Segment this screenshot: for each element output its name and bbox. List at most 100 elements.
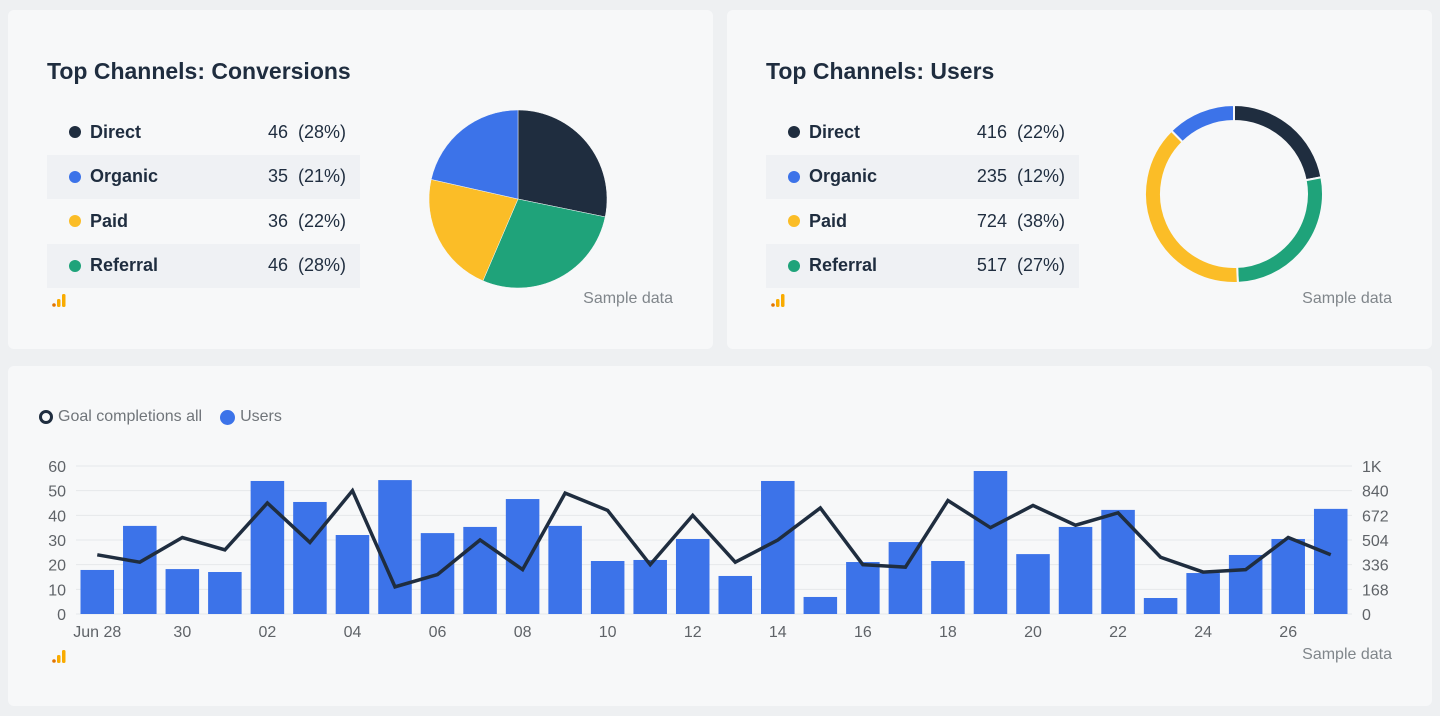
x-axis-tick: 18 — [939, 624, 957, 641]
right-axis-tick: 1K — [1362, 459, 1382, 476]
conversions-pie-chart — [428, 109, 608, 289]
users-bar[interactable] — [931, 560, 965, 614]
x-axis-tick: 04 — [344, 624, 362, 641]
users-bar[interactable] — [208, 572, 242, 614]
users-bar[interactable] — [80, 569, 115, 614]
row-label: Referral — [90, 255, 159, 276]
users-bar[interactable] — [548, 525, 582, 614]
row-value: 724 (38%) — [976, 210, 1065, 231]
direct-dot-icon — [69, 126, 81, 139]
slice-referral[interactable] — [1236, 176, 1324, 284]
slice-paid[interactable] — [428, 179, 519, 282]
users-bar[interactable] — [293, 501, 327, 614]
left-axis-tick: 60 — [48, 459, 66, 476]
slice-direct[interactable] — [517, 109, 608, 218]
row-label: Paid — [90, 210, 129, 231]
organic-dot-icon — [788, 170, 800, 183]
paid-dot-icon — [788, 215, 800, 228]
referral-dot-icon — [69, 259, 81, 272]
analytics-bar-icon — [52, 650, 66, 663]
legend-row-direct: Direct 46 (28%) — [47, 110, 360, 155]
row-value: 517 (27%) — [976, 255, 1065, 276]
users-bar[interactable] — [165, 569, 200, 614]
right-axis-tick: 336 — [1362, 558, 1389, 575]
slice-paid[interactable] — [1144, 129, 1239, 284]
legend-row-referral: Referral 517 (27%) — [766, 243, 1079, 288]
users-card: Top Channels: Users Direct 416 (22%) Orga… — [727, 10, 1432, 349]
row-value: 416 (22%) — [976, 121, 1065, 142]
users-bar[interactable] — [1271, 538, 1305, 614]
users-legend: Direct 416 (22%) Organic 235 (12%) Paid 724… — [766, 110, 1079, 288]
x-axis-tick: Jun 28 — [73, 624, 121, 641]
legend-row-organic: Organic 235 (12%) — [766, 154, 1079, 199]
timeseries-card — [8, 366, 1432, 706]
users-bar[interactable] — [123, 525, 157, 614]
x-axis-tick: 10 — [599, 624, 617, 641]
left-axis-tick: 50 — [48, 484, 66, 501]
right-axis-tick: 840 — [1362, 484, 1389, 501]
users-bar[interactable] — [590, 560, 625, 614]
card-title: Top Channels: Conversions — [47, 58, 351, 84]
left-axis-tick: 10 — [48, 582, 66, 599]
legend-goal-completions[interactable]: Goal completions all — [58, 408, 203, 425]
users-bar[interactable] — [803, 596, 838, 614]
users-bar[interactable] — [633, 559, 667, 614]
x-axis-tick: 22 — [1109, 624, 1127, 641]
users-bar[interactable] — [846, 562, 880, 614]
row-value: 46 (28%) — [267, 121, 346, 142]
users-bar[interactable] — [1143, 597, 1178, 614]
x-axis-tick: 14 — [769, 624, 787, 641]
conversions-card: Top Channels: Conversions Direct 46 (28%)… — [8, 10, 713, 349]
row-value: 35 (21%) — [267, 166, 346, 187]
left-axis-tick: 20 — [48, 558, 66, 575]
users-bar[interactable] — [1228, 554, 1263, 614]
goal-completions-legend-icon — [39, 410, 53, 424]
legend-row-direct: Direct 416 (22%) — [766, 110, 1079, 155]
x-axis-tick: 08 — [514, 624, 532, 641]
left-axis-tick: 30 — [48, 533, 66, 550]
legend-users[interactable]: Users — [240, 408, 282, 425]
organic-dot-icon — [69, 170, 81, 183]
legend-row-organic: Organic 35 (21%) — [47, 154, 360, 199]
users-bar[interactable] — [378, 480, 412, 614]
users-legend-icon — [220, 409, 236, 425]
users-goal-combo-chart: 0 0 10 168 20 336 30 504 40 672 50 840 60 1K Jun 28 30 0… — [48, 459, 1389, 641]
slice-organic[interactable] — [430, 109, 519, 200]
right-axis-tick: 0 — [1362, 607, 1371, 624]
users-bar[interactable] — [718, 575, 753, 614]
legend-row-paid: Paid 724 (38%) — [766, 199, 1079, 244]
analytics-bar-icon — [52, 294, 66, 307]
users-bar[interactable] — [1101, 509, 1135, 614]
row-label: Paid — [809, 210, 848, 231]
card-title: Top Channels: Users — [766, 58, 995, 84]
right-axis-tick: 672 — [1362, 508, 1389, 525]
x-axis-tick: 24 — [1194, 624, 1212, 641]
paid-dot-icon — [69, 215, 81, 228]
x-axis-tick: 20 — [1024, 624, 1042, 641]
users-bar[interactable] — [675, 538, 710, 614]
users-bar[interactable] — [1016, 554, 1050, 614]
users-bar[interactable] — [505, 499, 540, 614]
legend-row-paid: Paid 36 (22%) — [47, 199, 360, 244]
right-axis-tick: 504 — [1362, 533, 1389, 550]
slice-referral[interactable] — [482, 198, 606, 289]
x-axis-tick: 12 — [684, 624, 702, 641]
slice-organic[interactable] — [1169, 103, 1235, 144]
users-bar[interactable] — [1313, 508, 1348, 614]
left-axis-tick: 40 — [48, 508, 66, 525]
sample-data-label: Sample data — [1302, 646, 1392, 663]
x-axis-tick: 30 — [173, 624, 191, 641]
users-bar[interactable] — [335, 535, 370, 614]
goal-completions-line[interactable] — [96, 487, 1332, 589]
row-value: 235 (12%) — [976, 166, 1065, 187]
users-bar[interactable] — [1186, 573, 1220, 614]
conversions-legend: Direct 46 (28%) Organic 35 (21%) Paid 36 (2… — [47, 110, 360, 288]
row-value: 46 (28%) — [267, 255, 346, 276]
slice-direct[interactable] — [1233, 103, 1323, 182]
users-bar[interactable] — [1058, 526, 1093, 614]
row-value: 36 (22%) — [267, 210, 346, 231]
users-bar[interactable] — [888, 542, 923, 614]
analytics-bar-icon — [771, 294, 785, 307]
x-axis-tick: 26 — [1279, 624, 1297, 641]
users-bar[interactable] — [973, 470, 1008, 614]
